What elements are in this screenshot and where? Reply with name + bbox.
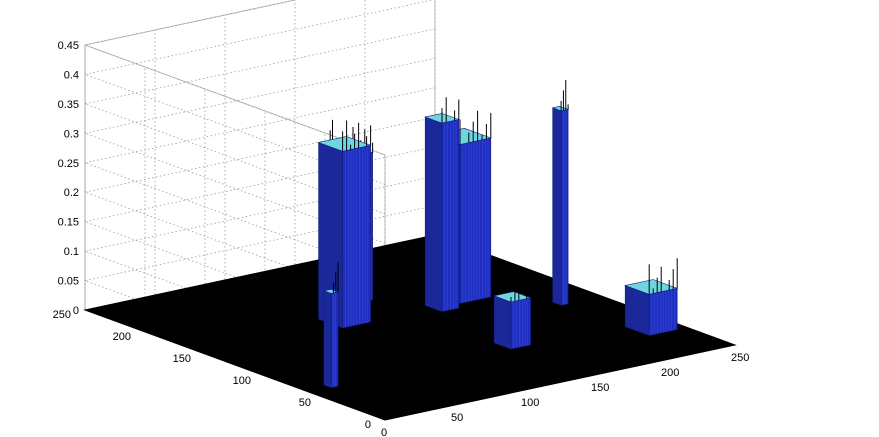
gridline-x xyxy=(224,15,526,391)
z-tick-label: 0.35 xyxy=(58,99,79,111)
data-column xyxy=(493,275,532,350)
column-face xyxy=(424,116,443,313)
x-tick-label: 150 xyxy=(591,382,609,394)
column-face xyxy=(493,291,532,303)
data-column xyxy=(424,97,460,313)
x-tick-label: 0 xyxy=(381,427,387,437)
y-tick-label: 100 xyxy=(233,375,251,387)
x-tick-label: 100 xyxy=(521,397,539,409)
y-tick-label: 50 xyxy=(299,397,311,409)
z-tick-label: 0.25 xyxy=(58,158,79,170)
x-tick-label: 50 xyxy=(451,412,463,424)
y-tick-label: 200 xyxy=(113,331,131,343)
z-tick-label: 0.1 xyxy=(64,246,79,258)
gridline-x xyxy=(294,0,596,376)
data-column xyxy=(624,258,679,336)
data-column xyxy=(551,79,570,306)
column-face xyxy=(493,295,512,350)
y-tick-label: 0 xyxy=(365,419,371,431)
column-face xyxy=(560,109,569,306)
y-tick-label: 250 xyxy=(53,309,71,321)
data-column xyxy=(317,120,372,329)
z-tick-label: 0.3 xyxy=(64,128,79,140)
y-tick-label: 150 xyxy=(173,353,191,365)
x-tick-label: 200 xyxy=(661,367,679,379)
z-tick-label: 0.2 xyxy=(64,187,79,199)
column-face xyxy=(552,107,562,306)
z-tick-label: 0.15 xyxy=(58,217,79,229)
column-face xyxy=(459,137,492,304)
gridline-x xyxy=(154,30,456,406)
z-tick-label: 0.4 xyxy=(64,69,79,81)
gridline-x xyxy=(84,45,386,421)
z-tick-label: 0 xyxy=(73,305,79,317)
column-face xyxy=(330,291,339,388)
column-face xyxy=(624,279,679,295)
x-tick-label: 250 xyxy=(731,352,749,364)
z-tick-label: 0.05 xyxy=(58,276,79,288)
data-column xyxy=(322,261,340,389)
column-face xyxy=(323,290,332,389)
column-face xyxy=(551,105,570,112)
gridline-x xyxy=(364,0,666,361)
z-tick-label: 0.45 xyxy=(58,40,79,52)
